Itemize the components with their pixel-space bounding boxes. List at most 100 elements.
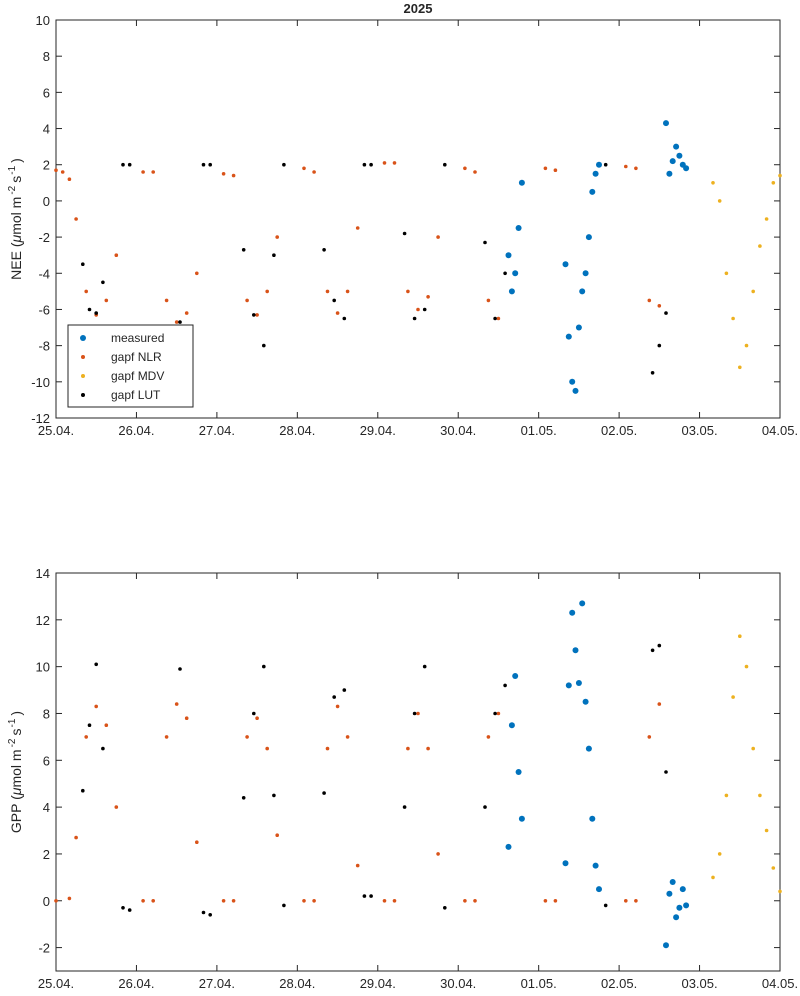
nee-point-gapf-nlr [221,172,226,176]
nee-x-tick-label: 25.04. [38,423,74,438]
gpp-point-gapf-nlr [275,833,280,837]
nee-point-gapf-mdv [751,289,755,294]
gpp-point-measured [669,879,676,885]
gpp-x-tick-label: 27.04. [199,976,235,991]
gpp-point-measured [512,673,519,679]
gpp-point-gapf-nlr [463,899,467,903]
nee-point-measured [515,225,522,231]
nee-y-axis-label: NEE (μmol m-2s-1) [7,158,24,280]
gpp-y-ticks: -2 0 2 4 6 8 10 12 14 [36,566,780,956]
legend-label-measured: measured [111,331,164,345]
gpp-point-measured [582,698,589,705]
gpp-point-gapf-mdv [744,664,749,669]
gpp-point-gapf-lut [272,793,276,798]
nee-point-gapf-lut [402,231,407,236]
nee-point-measured [669,158,676,165]
nee-point-gapf-mdv [758,244,762,248]
nee-point-gapf-nlr [657,304,662,308]
nee-x-tick-label: 03.05. [681,423,717,438]
nee-point-gapf-nlr [647,298,652,303]
gpp-point-gapf-nlr [84,735,88,739]
gpp-point-gapf-nlr [67,896,72,901]
nee-point-gapf-lut [201,162,206,167]
gpp-point-gapf-nlr [624,899,628,903]
legend-entry-gapf-mdv: gapf MDV [81,369,164,383]
gpp-x-tick-label: 30.04. [440,976,476,991]
gpp-point-measured [515,769,522,775]
nee-y-tick-label: 2 [43,158,50,173]
legend-box [67,324,194,408]
nee-point-measured [673,143,680,150]
nee-point-gapf-lut [101,280,105,285]
nee-point-gapf-mdv [717,199,722,203]
gpp-point-measured [569,609,576,616]
gpp-point-gapf-lut [332,695,337,699]
gpp-point-measured [575,680,582,686]
nee-point-measured [569,378,576,385]
gpp-point-gapf-lut [664,770,668,774]
gpp-point-gapf-mdv [758,793,762,798]
nee-point-gapf-mdv [731,316,735,321]
gpp-point-gapf-lut [94,662,98,667]
gpp-point-gapf-nlr [54,899,58,903]
nee-x-tick-label: 30.04. [440,423,476,438]
gpp-point-gapf-lut [322,791,326,795]
gpp-point-gapf-nlr [74,835,78,840]
gpp-point-gapf-lut [282,903,286,908]
legend-marker-gapf-nlr [81,355,85,359]
nee-point-gapf-nlr [406,289,410,294]
nee-point-gapf-nlr [141,170,145,174]
nee-point-gapf-nlr [382,161,387,165]
gpp-point-gapf-nlr [265,746,270,751]
nee-point-measured [585,234,592,241]
gpp-y-tick-label: 0 [43,894,50,909]
nee-y-tick-label: -8 [38,339,50,354]
gpp-x-ticks: 25.04. 26.04. 27.04. 28.04. 29.04. 30.04. 01.0… [38,573,798,991]
nee-point-measured [562,261,569,268]
nee-point-gapf-mdv [724,271,729,276]
nee-point-gapf-nlr [275,235,280,239]
legend-label-gapf-mdv: gapf MDV [111,369,164,383]
nee-point-measured [518,179,525,186]
legend-label-gapf-nlr: gapf NLR [111,350,162,364]
gpp-point-measured [505,843,512,850]
nee-point-measured [676,152,683,159]
nee-point-gapf-mdv [744,343,749,348]
nee-y-tick-label: -2 [38,230,50,245]
nee-point-measured [589,188,596,195]
nee-point-gapf-nlr [345,289,350,294]
nee-point-gapf-lut [94,311,98,315]
nee-point-gapf-lut [81,262,85,267]
nee-point-gapf-lut [362,162,367,167]
nee-point-gapf-nlr [543,166,548,171]
nee-point-gapf-mdv [778,173,782,178]
gpp-point-gapf-mdv [764,828,769,833]
gpp-point-gapf-nlr [151,899,155,903]
nee-point-gapf-nlr [392,161,397,165]
legend-marker-gapf-mdv [81,374,85,378]
gpp-point-gapf-lut [650,648,655,653]
nee-point-gapf-lut [650,371,655,375]
gpp-point-gapf-lut [493,711,497,716]
gpp-point-measured [683,902,690,909]
legend-entry-gapf-nlr: gapf NLR [81,350,162,364]
gpp-point-gapf-lut [483,805,487,809]
nee-point-gapf-nlr [335,311,340,315]
nee-point-gapf-nlr [114,253,119,257]
gpp-x-tick-label: 01.05. [521,976,557,991]
gpp-point-gapf-nlr [221,899,226,903]
nee-y-tick-label: 10 [36,13,50,28]
legend-marker-gapf-lut [81,393,85,397]
nee-point-gapf-lut [493,316,497,321]
nee-point-gapf-lut [603,162,608,167]
figure-title: 2025 [404,1,433,16]
nee-y-tick-label: 6 [43,85,50,100]
gpp-point-gapf-nlr [335,704,340,709]
gpp-point-gapf-mdv [778,889,782,894]
gpp-x-tick-label: 04.05. [762,976,798,991]
gpp-point-measured [673,914,680,921]
nee-point-gapf-nlr [355,226,360,230]
nee-x-tick-label: 02.05. [601,423,637,438]
nee-point-measured [512,270,519,277]
